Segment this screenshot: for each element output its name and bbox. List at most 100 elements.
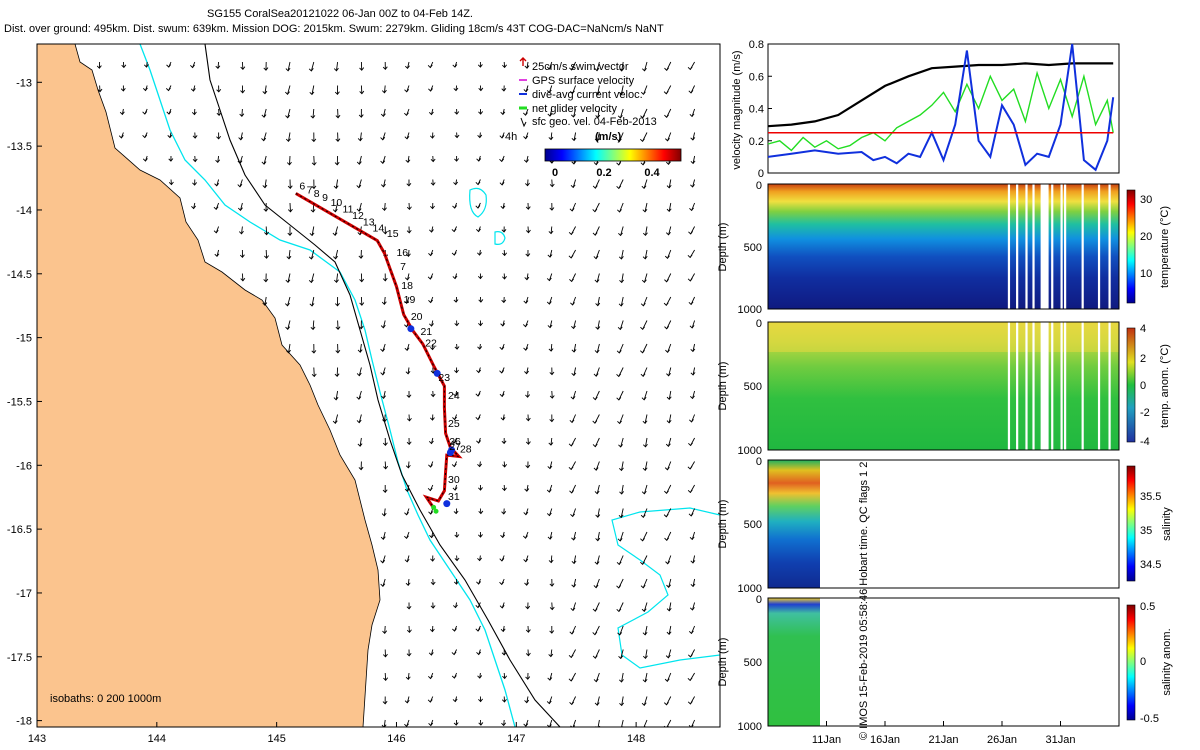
track-label: 24 (448, 390, 460, 402)
current-vector (407, 672, 410, 680)
current-vector-head (502, 675, 508, 680)
temp-anomaly-gaps (1007, 322, 1111, 450)
current-vector-head (335, 138, 341, 142)
isobath-200-east (611, 507, 720, 669)
current-vector (620, 226, 624, 236)
current-vector (358, 155, 362, 165)
current-vector-head (261, 137, 267, 142)
current-vector-head (237, 207, 243, 211)
current-vector-head (666, 631, 672, 636)
current-vector-head (285, 67, 291, 72)
current-vector-head (664, 678, 670, 683)
map-xtick-label: 146 (387, 733, 405, 745)
current-vector-head (380, 136, 386, 141)
current-vector (526, 273, 529, 280)
current-vector-head (525, 464, 531, 469)
current-vector-head (523, 159, 529, 163)
current-vector-head (546, 301, 552, 305)
salinity-ylabel: Depth (m) (717, 500, 729, 549)
current-vector-head (666, 607, 672, 612)
current-vector-head (594, 279, 600, 283)
current-vector (572, 179, 577, 188)
section-gap (1060, 322, 1063, 450)
current-vector (311, 226, 315, 236)
current-vector-head (548, 136, 554, 141)
current-vector-head (666, 161, 671, 166)
current-vector (644, 414, 648, 424)
current-vector-head (429, 135, 435, 139)
map-ytick-label: -14 (16, 205, 32, 217)
current-vector-head (688, 513, 694, 517)
current-vector-head (640, 326, 646, 331)
current-vector-head (380, 583, 386, 587)
current-vector-head (405, 582, 411, 587)
current-vector (620, 649, 624, 659)
current-vector-head (499, 370, 505, 374)
current-vector-head (593, 373, 599, 377)
track-label: 13 (363, 216, 375, 228)
current-vector-head (618, 256, 624, 260)
current-vector (241, 108, 243, 117)
temp-anomaly-warm-layer (768, 322, 1119, 352)
current-vector-head (666, 231, 671, 236)
temperature-ytick-1: 500 (744, 242, 762, 254)
current-vector-head (642, 678, 648, 683)
current-vector-head (617, 209, 622, 213)
current-vector-head (454, 322, 460, 327)
current-vector-head (238, 136, 244, 141)
current-vector-head (689, 419, 694, 423)
current-vector-head (118, 135, 124, 139)
date-tick-label: 31Jan (1046, 734, 1076, 746)
current-vector-head (452, 205, 458, 209)
section-gap (1040, 184, 1049, 309)
salinity-cb-label: salinity (1161, 507, 1173, 541)
dac-marker (443, 500, 451, 508)
current-vector (573, 531, 577, 541)
map-xtick-label: 143 (28, 733, 46, 745)
current-vector-head (690, 560, 696, 564)
section-gap (1016, 184, 1019, 309)
current-vector-head (287, 208, 293, 213)
current-vector-head (190, 64, 195, 69)
current-vector-head (142, 87, 148, 92)
isobath-1000 (204, 44, 561, 727)
current-vector-head (404, 135, 410, 140)
current-vector-head (475, 393, 481, 397)
current-vector-head (523, 300, 529, 304)
current-vector-head (359, 90, 365, 95)
current-vector-head (524, 488, 530, 492)
current-vector-head (502, 276, 507, 280)
current-vector-head (310, 115, 316, 119)
temperature-colorbar (1126, 189, 1136, 304)
current-vector-head (404, 276, 410, 281)
current-vector-head (404, 535, 409, 540)
current-vector-head (688, 724, 694, 727)
current-vector-head (690, 395, 695, 400)
current-vector-head (239, 254, 245, 258)
current-vector (287, 108, 291, 118)
current-vector (645, 437, 648, 447)
current-vector-head (451, 440, 457, 444)
colorbar-tick-0: 0 (552, 167, 558, 179)
current-vector-head (381, 301, 387, 305)
current-vector-head (261, 114, 267, 118)
current-vector (621, 719, 624, 727)
salinity-anomaly-ytick-2: 1000 (738, 721, 762, 733)
current-vector-head (356, 396, 362, 400)
current-vector (692, 367, 696, 376)
current-vector-head (477, 557, 482, 562)
current-vector-head (309, 232, 315, 237)
current-vector-head (666, 208, 672, 213)
section-gap (1025, 322, 1028, 450)
current-vector-head (568, 654, 574, 659)
current-vector-head (263, 67, 269, 71)
current-vector-head (666, 372, 671, 377)
current-vector-head (501, 699, 507, 703)
current-vector-head (143, 64, 149, 68)
dac-marker (448, 446, 456, 454)
current-vector-head (478, 722, 484, 726)
current-vector-head (640, 302, 646, 307)
current-vector-head (665, 443, 671, 448)
current-vector-head (167, 134, 173, 139)
salinity-anomaly-field (768, 598, 820, 726)
